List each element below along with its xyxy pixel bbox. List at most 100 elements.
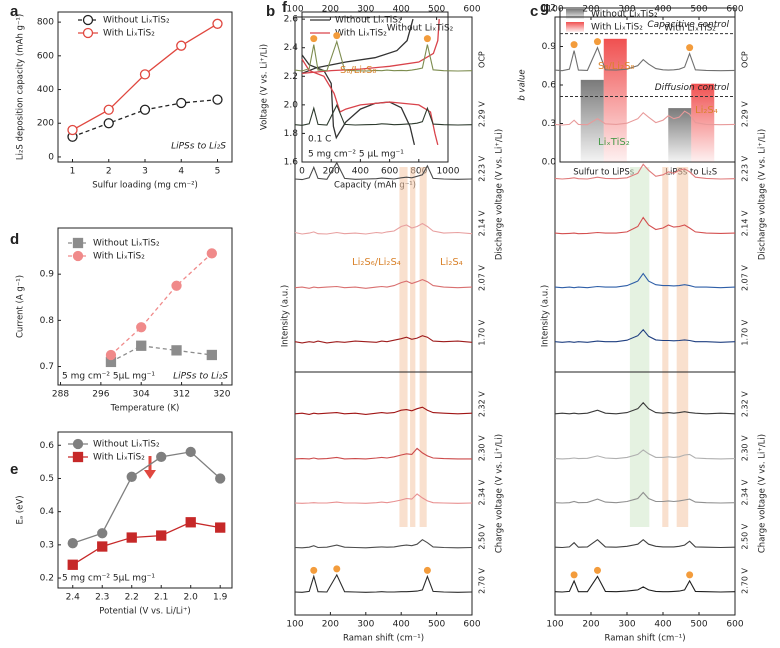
trace-label: OCP xyxy=(741,51,750,68)
x-tick-label-top: 200 xyxy=(322,5,339,15)
x-tick-label: 100 xyxy=(546,620,563,630)
x-tick-label-top: 300 xyxy=(618,5,635,15)
spectrum xyxy=(294,161,473,181)
legend-marker xyxy=(72,438,84,450)
trace-label: 1.70 V xyxy=(478,319,487,345)
data-point xyxy=(212,94,223,105)
trace-label: 2.32 V xyxy=(478,391,487,417)
x-tick-label: 296 xyxy=(92,390,109,400)
trace-label: 2.14 V xyxy=(478,210,487,236)
peak-marker xyxy=(570,571,578,579)
plot-frame xyxy=(554,16,736,616)
data-point xyxy=(171,345,182,356)
y-axis-label: Intensity (a.u.) xyxy=(281,285,291,347)
peak-marker xyxy=(423,566,431,574)
y-tick-label: 0.9 xyxy=(40,270,55,280)
x-tick-label: 304 xyxy=(133,390,150,400)
bar xyxy=(580,79,604,162)
data-point xyxy=(176,97,187,109)
y-axis-label: Eₐ (eV) xyxy=(16,495,26,524)
spectrum xyxy=(294,279,473,289)
peak-marker xyxy=(333,565,341,573)
trace-label: 1.70 V xyxy=(741,319,750,345)
data-point xyxy=(139,104,151,115)
annotation: S₈/Li₂S₈ xyxy=(340,65,376,76)
spectrum xyxy=(294,406,473,415)
x-tick-label: 600 xyxy=(726,620,743,630)
peak-marker xyxy=(686,44,694,52)
x-tick-label-top: 100 xyxy=(286,5,303,15)
trace-label: 2.70 V xyxy=(478,567,487,593)
bar xyxy=(691,83,715,162)
legend-marker xyxy=(72,250,84,262)
spectrum xyxy=(554,272,736,289)
x-tick-label: 800 xyxy=(410,167,427,177)
x-axis-label: Temperature (K) xyxy=(110,404,180,414)
data-point xyxy=(139,69,151,80)
annotation: 5 mg cm⁻² 5μL mg⁻¹ xyxy=(62,574,155,584)
x-tick-label-top: 400 xyxy=(654,5,671,15)
x-tick-label-top: 100 xyxy=(546,5,563,15)
data-point xyxy=(103,118,114,129)
data-point xyxy=(215,473,226,484)
x-tick-label: 320 xyxy=(213,390,230,400)
annotation: 5 mg cm⁻² 5μL mg⁻¹ xyxy=(62,372,155,382)
x-tick-label: 500 xyxy=(428,620,445,630)
series-line xyxy=(110,345,212,363)
x-tick-label: 400 xyxy=(654,620,671,630)
reference-label: Diffusion control xyxy=(655,83,730,93)
peak-marker xyxy=(570,41,578,49)
panel-letter: d xyxy=(10,231,19,248)
legend-label: With LiₓTiS₂ xyxy=(591,23,643,33)
x-tick-label-top: 500 xyxy=(428,5,445,15)
annotation: With LiₓTiS₂ xyxy=(664,24,716,34)
highlight-band xyxy=(676,167,689,527)
trace-label: OCP xyxy=(478,51,487,68)
x-tick-label: 300 xyxy=(618,620,635,630)
x-tick-label: 1.9 xyxy=(213,593,228,603)
spectrum xyxy=(554,491,736,504)
legend-label: Without LiₓTiS₂ xyxy=(93,239,160,249)
x-tick-label-top: 300 xyxy=(357,5,374,15)
y-tick-label: 800 xyxy=(37,18,54,28)
x-tick-label: 600 xyxy=(381,167,398,177)
panel-letter: e xyxy=(10,461,18,478)
annotation: Without LiₓTiS₂ xyxy=(387,24,454,34)
y-tick-label: 0.7 xyxy=(40,362,54,372)
highlight-band xyxy=(399,167,408,527)
annotation: S₈/Li₂S₈ xyxy=(598,61,634,72)
y-tick-label: 1.8 xyxy=(284,129,299,139)
peak-marker xyxy=(593,38,601,46)
y-tick-label: 1.2 xyxy=(542,4,556,14)
trace-label: 2.70 V xyxy=(741,567,750,593)
group-label: Charge voltage (V vs. Li⁺/Li) xyxy=(495,434,505,553)
x-tick-label: 1000 xyxy=(437,167,460,177)
y-tick-label: 0.3 xyxy=(40,540,54,550)
data-point xyxy=(103,104,114,115)
y-tick-label: 0.6 xyxy=(542,81,557,91)
x-tick-label: 600 xyxy=(463,620,480,630)
x-tick-label-top: 500 xyxy=(690,5,707,15)
x-tick-label: 2.2 xyxy=(125,593,139,603)
x-tick-label: 300 xyxy=(357,620,374,630)
data-point xyxy=(171,280,182,291)
x-axis-label: Raman shift (cm⁻¹) xyxy=(604,634,685,644)
data-point xyxy=(97,541,108,552)
data-point xyxy=(67,559,78,570)
reference-label: Capacitive control xyxy=(647,20,729,30)
x-tick-label: Sulfur to LiPSs xyxy=(573,168,635,178)
x-tick-label: 2.0 xyxy=(184,593,199,603)
annotation: Li₂S₆/Li₂S₄ xyxy=(352,257,401,268)
trace-label: 2.14 V xyxy=(741,210,750,236)
plot-frame xyxy=(294,16,473,616)
y-tick-label: 2.2 xyxy=(284,72,298,82)
x-tick-label: 100 xyxy=(286,620,303,630)
highlight-band xyxy=(662,167,669,527)
x-tick-label: 2.3 xyxy=(95,593,109,603)
y-tick-label: 1.6 xyxy=(284,158,299,168)
peak-marker xyxy=(333,32,341,40)
y-tick-label: 0.6 xyxy=(40,441,55,451)
data-point xyxy=(156,451,167,463)
spectrum xyxy=(294,222,473,235)
highlight-band xyxy=(419,167,427,527)
